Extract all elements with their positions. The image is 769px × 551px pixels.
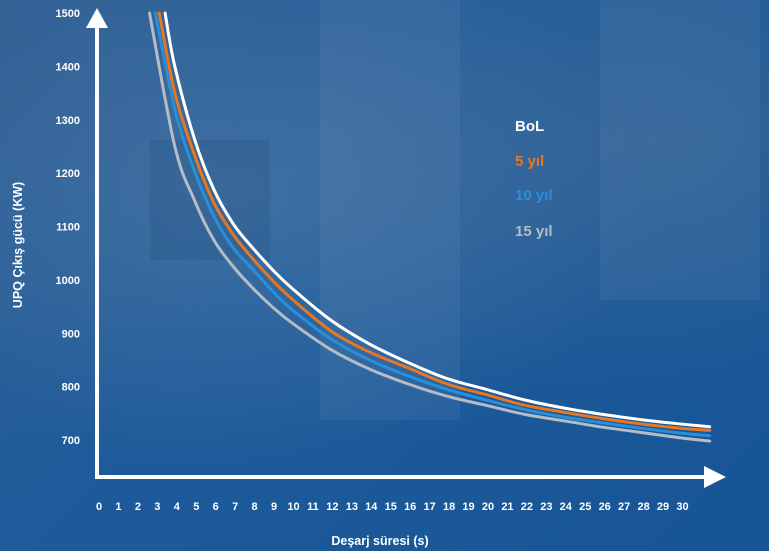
legend-5-yil: 5 yıl: [515, 153, 544, 170]
x-tick-label: 2: [135, 501, 141, 513]
legend-15-yil: 15 yıl: [515, 223, 553, 240]
series-lines: [148, 11, 712, 443]
y-tick-label: 1100: [56, 222, 80, 234]
x-tick-label: 12: [326, 501, 338, 513]
x-tick-label: 23: [540, 501, 552, 513]
x-tick-label: 4: [174, 501, 181, 513]
y-tick-label: 1400: [56, 61, 80, 73]
x-tick-label: 7: [232, 501, 238, 513]
x-tick-label: 15: [385, 501, 397, 513]
x-tick-label: 19: [462, 501, 474, 513]
x-tick-label: 8: [252, 501, 258, 513]
x-tick-label: 27: [618, 501, 630, 513]
x-tick-label: 17: [424, 501, 436, 513]
x-tick-label: 6: [213, 501, 219, 513]
x-axis-arrow-icon: [704, 466, 726, 488]
x-tick-labels: 0 1 2 3 4 5 6 7 8 9 10 11 12 13 14 15 16 17 18 19 20 21 22 23 24…: [96, 501, 689, 513]
y-tick-label: 700: [62, 435, 80, 447]
series-line-1: [157, 11, 712, 432]
x-tick-label: 14: [365, 501, 378, 513]
legend: BoL 5 yıl 10 yıl 15 yıl: [515, 118, 553, 240]
y-tick-labels: 700 800 900 1000 1100 1200 1300 1400 1500: [56, 8, 80, 447]
x-tick-label: 11: [307, 501, 319, 513]
x-tick-label: 5: [193, 501, 199, 513]
background-decoration: [150, 0, 760, 420]
x-tick-label: 25: [579, 501, 591, 513]
axes: [86, 8, 726, 488]
x-tick-label: 1: [115, 501, 121, 513]
x-tick-label: 24: [560, 501, 573, 513]
x-tick-label: 29: [657, 501, 669, 513]
y-tick-label: 800: [62, 382, 80, 394]
legend-10-yil: 10 yıl: [515, 187, 553, 204]
legend-bol: BoL: [515, 118, 544, 135]
x-tick-label: 0: [96, 501, 102, 513]
x-tick-label: 20: [482, 501, 494, 513]
series-line-0: [163, 11, 712, 429]
x-tick-label: 26: [599, 501, 611, 513]
y-tick-label: 1200: [56, 168, 80, 180]
x-tick-label: 30: [676, 501, 688, 513]
x-tick-label: 22: [521, 501, 533, 513]
y-axis-arrow-icon: [86, 8, 108, 28]
x-tick-label: 18: [443, 501, 455, 513]
y-tick-label: 1300: [56, 115, 80, 127]
y-tick-label: 1000: [56, 275, 80, 287]
y-tick-label: 1500: [56, 8, 80, 20]
x-tick-label: 3: [154, 501, 160, 513]
x-tick-label: 21: [501, 501, 513, 513]
x-tick-label: 13: [346, 501, 358, 513]
x-axis-title: Deşarj süresi (s): [331, 534, 428, 548]
y-tick-label: 900: [62, 328, 80, 340]
y-axis-title: UPQ Çıkış gücü (KW): [11, 182, 25, 308]
series-line-2: [153, 11, 712, 438]
series-line-3: [148, 11, 712, 443]
x-tick-label: 10: [287, 501, 299, 513]
x-tick-label: 9: [271, 501, 277, 513]
x-tick-label: 28: [637, 501, 649, 513]
x-tick-label: 16: [404, 501, 416, 513]
